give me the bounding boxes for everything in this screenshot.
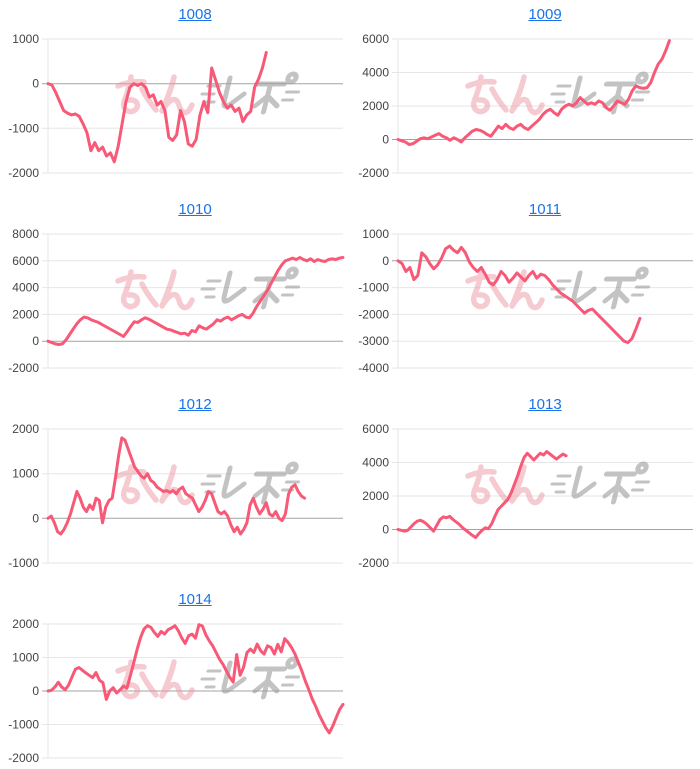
chart-link-1014[interactable]: 1014 — [178, 591, 212, 608]
chart-panel-1014: 1014 2000 1000 0 -1000 -2000 みんレポ — [0, 585, 350, 769]
series-line — [396, 39, 671, 146]
y-axis-tick-label: 0 — [382, 133, 389, 147]
y-axis-tick-label: 0 — [32, 684, 39, 698]
chart-panel-1013: 1013 6000 4000 2000 0 -2000 みんレポ — [350, 390, 700, 585]
y-axis-tick-label: 0 — [32, 77, 39, 91]
chart-link-1011[interactable]: 1011 — [528, 201, 562, 218]
y-axis-tick-label: -2000 — [8, 751, 39, 765]
y-axis-tick-label: -2000 — [358, 556, 389, 570]
site-watermark-logo — [465, 461, 651, 506]
site-watermark-logo — [465, 266, 651, 311]
y-axis-tick-label: 0 — [32, 334, 39, 348]
series-line — [396, 244, 642, 344]
chart-title: 1009 — [350, 0, 700, 29]
chart-link-1009[interactable]: 1009 — [528, 6, 562, 23]
line-chart-1011: 1000 0 -1000 -2000 -3000 -4000 — [358, 227, 693, 375]
y-axis-tick-label: 6000 — [362, 422, 389, 436]
y-axis-tick-label: -1000 — [358, 281, 389, 295]
y-axis-tick-label: -2000 — [8, 166, 39, 180]
site-watermark-logo — [115, 266, 301, 311]
y-axis-tick-label: 1000 — [12, 651, 39, 665]
y-axis-tick-label: -1000 — [8, 121, 39, 135]
line-chart-1012: 2000 1000 0 -1000 — [8, 422, 343, 570]
site-watermark-logo — [465, 71, 651, 116]
chart-link-1010[interactable]: 1010 — [178, 201, 212, 218]
chart-title: 1014 — [0, 585, 350, 614]
line-chart-1009: 6000 4000 2000 0 -2000 — [358, 32, 693, 180]
site-watermark-logo — [115, 656, 301, 701]
watermark-repo-glyphs — [200, 656, 301, 700]
y-axis-tick-label: 0 — [382, 254, 389, 268]
y-axis-tick-label: 6000 — [362, 32, 389, 46]
y-axis-tick-label: 0 — [32, 511, 39, 525]
watermark-repo-glyphs — [550, 71, 651, 115]
y-axis-tick-label: 1000 — [12, 467, 39, 481]
watermark-min-glyphs — [465, 74, 545, 116]
chart-plot: 6000 4000 2000 0 -2000 みんレポ — [350, 419, 700, 584]
y-axis-tick-label: 4000 — [362, 66, 389, 80]
site-watermark-logo — [115, 461, 301, 506]
chart-title: 1011 — [350, 195, 700, 224]
y-axis-tick-label: -2000 — [358, 166, 389, 180]
watermark-text: みんレポ — [350, 584, 351, 585]
y-axis-tick-label: 2000 — [362, 489, 389, 503]
line-chart-1010: 8000 6000 4000 2000 0 -2000 — [8, 227, 345, 375]
line-chart-1013: 6000 4000 2000 0 -2000 — [358, 422, 693, 570]
series-line — [396, 450, 568, 539]
y-axis-tick-label: 2000 — [12, 617, 39, 631]
chart-title: 1010 — [0, 195, 350, 224]
chart-link-1013[interactable]: 1013 — [528, 396, 562, 413]
chart-title: 1012 — [0, 390, 350, 419]
y-axis-tick-label: 4000 — [12, 281, 39, 295]
line-chart-1014: 2000 1000 0 -1000 -2000 — [8, 617, 345, 765]
chart-plot: 2000 1000 0 -1000 みんレポ — [0, 419, 350, 584]
chart-link-1012[interactable]: 1012 — [178, 396, 212, 413]
chart-title: 1013 — [350, 390, 700, 419]
watermark-repo-glyphs — [200, 266, 301, 310]
y-axis-tick-label: 1000 — [362, 227, 389, 241]
watermark-min-glyphs — [465, 464, 545, 506]
series-line — [46, 623, 345, 735]
y-axis-tick-label: 1000 — [12, 32, 39, 46]
y-axis-tick-label: -1000 — [8, 718, 39, 732]
series-line — [46, 436, 307, 536]
chart-link-1008[interactable]: 1008 — [178, 6, 212, 23]
watermark-repo-glyphs — [550, 461, 651, 505]
watermark-repo-glyphs — [550, 266, 651, 310]
y-axis-tick-label: -2000 — [8, 361, 39, 375]
y-axis-tick-label: -3000 — [358, 334, 389, 348]
y-axis-tick-label: 2000 — [12, 307, 39, 321]
y-axis-tick-label: -2000 — [358, 307, 389, 321]
y-axis-tick-label: -4000 — [358, 361, 389, 375]
chart-panel-1012: 1012 2000 1000 0 -1000 みんレポ — [0, 390, 350, 585]
chart-title: 1008 — [0, 0, 350, 29]
y-axis-tick-label: -1000 — [8, 556, 39, 570]
series-line — [46, 256, 345, 346]
y-axis-tick-label: 0 — [382, 523, 389, 537]
y-axis-tick-label: 2000 — [362, 99, 389, 113]
series-line — [46, 50, 268, 164]
y-axis-tick-label: 8000 — [12, 227, 39, 241]
y-axis-tick-label: 2000 — [12, 422, 39, 436]
y-axis-tick-label: 6000 — [12, 254, 39, 268]
line-chart-1008: 1000 0 -1000 -2000 — [8, 32, 343, 180]
watermark-min-glyphs — [115, 269, 195, 311]
y-axis-tick-label: 4000 — [362, 456, 389, 470]
